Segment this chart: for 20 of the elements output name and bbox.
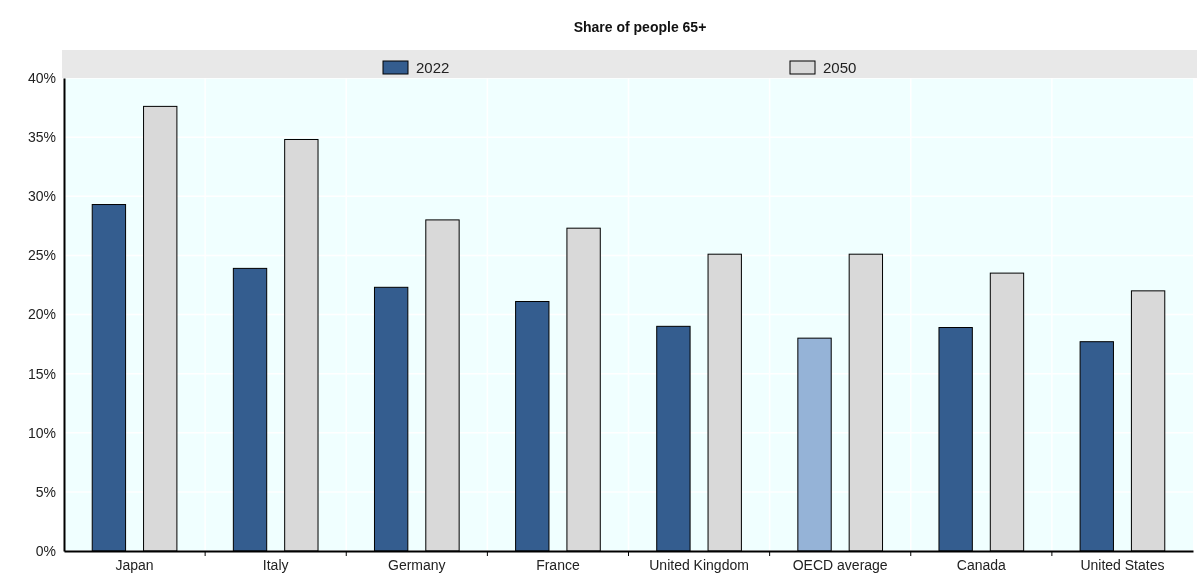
- y-tick-label: 15%: [27, 365, 56, 382]
- y-tick-label: 0%: [35, 542, 56, 559]
- y-tick-label: 40%: [27, 69, 56, 86]
- y-tick-label: 25%: [27, 247, 56, 264]
- x-tick-label: OECD average: [792, 556, 888, 573]
- x-tick-label: United States: [1080, 556, 1165, 573]
- x-tick-label: United Kingdom: [649, 556, 749, 573]
- legend-label: 2050: [823, 59, 857, 76]
- x-tick-label: Germany: [388, 556, 446, 573]
- x-tick-label: Italy: [262, 556, 289, 573]
- legend-label: 2022: [416, 59, 450, 76]
- x-tick-label: Japan: [115, 556, 154, 573]
- x-tick-label: France: [536, 556, 580, 573]
- y-tick-label: 20%: [27, 306, 56, 323]
- y-tick-label: 10%: [27, 424, 56, 441]
- chart-title: Share of people 65+: [573, 19, 707, 35]
- y-tick-label: 5%: [35, 483, 56, 500]
- y-tick-label: 30%: [27, 188, 56, 205]
- x-tick-label: Canada: [956, 556, 1007, 573]
- y-tick-label: 35%: [27, 129, 56, 146]
